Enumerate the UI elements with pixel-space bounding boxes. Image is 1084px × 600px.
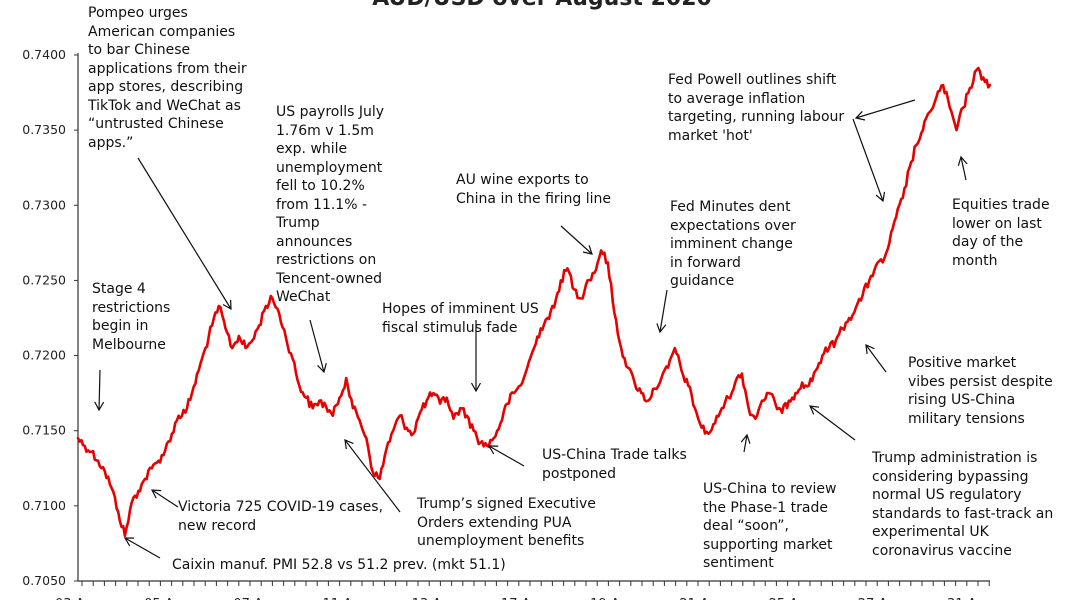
- arrow-head: [854, 110, 866, 121]
- arrow-head: [222, 299, 232, 311]
- arrow-head: [740, 433, 751, 444]
- y-tick-label: 0.7350: [22, 122, 66, 137]
- arrow-line: [98, 369, 101, 411]
- arrow-line: [659, 289, 668, 333]
- series-layer: [76, 66, 992, 538]
- y-tick-label: 0.7300: [22, 197, 66, 212]
- x-tick-label: 31 Aug: [947, 597, 993, 600]
- x-tick-label: 03 Aug: [55, 597, 101, 600]
- annotation-arrows: [94, 99, 968, 559]
- arrow-line: [809, 405, 856, 441]
- annotation-vaccine: Trump administration is considering bypa…: [872, 450, 1054, 559]
- arrow-head: [150, 489, 162, 499]
- arrow-head: [656, 323, 667, 334]
- arrow-line: [743, 434, 748, 453]
- annotation-pompeo: Pompeo urges American companies to bar C…: [88, 5, 247, 151]
- x-tick-label: 17 Aug: [501, 597, 547, 600]
- x-tick-label: 21 Aug: [679, 597, 725, 600]
- annotation-fiscal-stimulus: Hopes of imminent US fiscal stimulus fad…: [382, 301, 539, 336]
- y-tick-label: 0.7100: [22, 498, 66, 513]
- x-tick-label: 13 Aug: [412, 597, 458, 600]
- arrow-line: [960, 156, 967, 181]
- y-tick-label: 0.7200: [22, 348, 66, 363]
- arrow-line: [865, 344, 887, 373]
- annotation-executive-orders: Trump’s signed Executive Orders extendin…: [417, 496, 596, 549]
- arrow-head: [317, 362, 327, 374]
- x-tick-label: 27 Aug: [858, 597, 904, 600]
- arrow-line: [124, 537, 161, 559]
- annotation-stage-4: Stage 4 restrictions begin in Melbourne: [92, 281, 171, 353]
- x-tick-label: 11 Aug: [323, 597, 369, 600]
- annotation-caixin-pmi: Caixin manuf. PMI 52.8 vs 51.2 prev. (mk…: [172, 557, 506, 573]
- x-tick-label: 19 Aug: [590, 597, 636, 600]
- annotation-us-payrolls: US payrolls July 1.76m v 1.5m exp. while…: [276, 104, 385, 305]
- arrow-line: [151, 489, 179, 508]
- x-tick-label: 05 Aug: [144, 597, 190, 600]
- y-tick-label: 0.7150: [22, 423, 66, 438]
- annotation-victoria-cases: Victoria 725 COVID-19 cases, new record: [178, 499, 384, 534]
- y-tick-label: 0.7400: [22, 47, 66, 62]
- annotation-au-wine: AU wine exports to China in the firing l…: [456, 172, 612, 207]
- arrow-line: [309, 319, 325, 373]
- arrow-head: [470, 382, 482, 393]
- arrow-line: [852, 118, 884, 202]
- arrow-head: [487, 445, 499, 455]
- arrow-line: [488, 445, 525, 467]
- arrow-head: [582, 245, 593, 255]
- annotation-fed-powell: Fed Powell outlines shift to average inf…: [668, 72, 845, 144]
- arrow-line: [344, 439, 401, 513]
- arrow-head: [344, 439, 354, 450]
- y-tick-label: 0.7250: [22, 272, 66, 287]
- y-tick-label: 0.7050: [22, 573, 66, 588]
- arrow-line: [855, 99, 916, 119]
- annotation-positive-vibes: Positive market vibes persist despite ri…: [908, 355, 1053, 427]
- arrow-head: [875, 191, 886, 203]
- x-tick-label: 25 Aug: [769, 597, 815, 600]
- arrow-head: [957, 155, 968, 166]
- arrow-head: [809, 405, 820, 415]
- annotation-equities-lower: Equities trade lower on last day of the …: [952, 197, 1050, 269]
- arrow-line: [137, 157, 232, 310]
- arrow-head: [865, 344, 875, 355]
- x-tick-label: 07 Aug: [233, 597, 279, 600]
- annotation-phase-1: US-China to review the Phase-1 trade dea…: [703, 481, 837, 571]
- annotation-fed-minutes: Fed Minutes dent expectations over immin…: [670, 199, 796, 289]
- arrow-head: [94, 401, 105, 412]
- annotation-trade-talks: US-China Trade talks postponed: [542, 447, 687, 482]
- axis-group: 0.7050 0.7100 0.7150 0.7200 0.7250 0.7300 0.73…: [22, 47, 993, 600]
- arrow-line: [560, 225, 593, 255]
- audusd-series-line: [76, 66, 992, 538]
- arrow-head: [123, 537, 135, 547]
- chart-title: AUD/USD over August 2020: [0, 0, 1084, 11]
